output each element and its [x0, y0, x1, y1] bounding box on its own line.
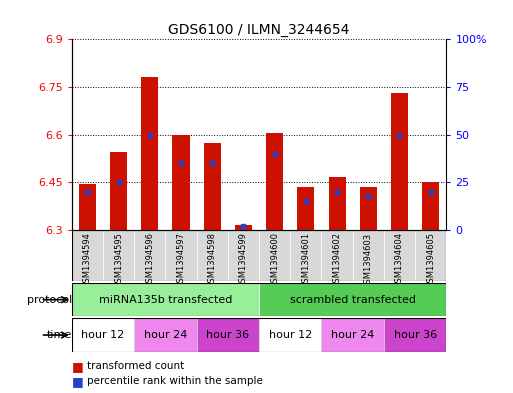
Bar [196, 230, 228, 281]
Bar [72, 230, 103, 281]
Text: GSM1394594: GSM1394594 [83, 232, 92, 288]
Bar [141, 77, 159, 230]
Bar [384, 230, 415, 281]
Text: GSM1394595: GSM1394595 [114, 232, 123, 288]
Text: hour 36: hour 36 [206, 330, 249, 340]
Bar [360, 187, 377, 230]
Text: ■: ■ [72, 360, 84, 373]
Bar [290, 230, 322, 281]
Title: GDS6100 / ILMN_3244654: GDS6100 / ILMN_3244654 [168, 23, 350, 37]
Bar [353, 230, 384, 281]
Text: GSM1394600: GSM1394600 [270, 232, 279, 288]
Bar [228, 230, 259, 281]
Bar [391, 93, 408, 230]
Bar [259, 318, 322, 352]
Text: GSM1394597: GSM1394597 [176, 232, 186, 288]
Text: transformed count: transformed count [87, 361, 185, 371]
Text: hour 24: hour 24 [144, 330, 187, 340]
Text: GSM1394602: GSM1394602 [332, 232, 342, 288]
Bar [266, 133, 283, 230]
Bar [134, 318, 196, 352]
Bar [298, 187, 314, 230]
Bar [384, 318, 446, 352]
Text: miRNA135b transfected: miRNA135b transfected [99, 295, 232, 305]
Text: GSM1394603: GSM1394603 [364, 232, 373, 288]
Bar [235, 225, 252, 230]
Text: hour 24: hour 24 [331, 330, 374, 340]
Bar [196, 318, 259, 352]
Bar [259, 230, 290, 281]
Bar [165, 230, 196, 281]
Bar [79, 184, 96, 230]
Text: scrambled transfected: scrambled transfected [290, 295, 416, 305]
Text: GSM1394604: GSM1394604 [395, 232, 404, 288]
Text: GSM1394596: GSM1394596 [145, 232, 154, 288]
Bar [415, 230, 446, 281]
Bar [204, 143, 221, 230]
Bar [322, 230, 353, 281]
Bar [134, 230, 165, 281]
Text: hour 12: hour 12 [269, 330, 312, 340]
Bar [259, 283, 446, 316]
Bar [110, 152, 127, 230]
Text: percentile rank within the sample: percentile rank within the sample [87, 376, 263, 386]
Text: GSM1394598: GSM1394598 [208, 232, 217, 288]
Text: hour 36: hour 36 [393, 330, 437, 340]
Text: hour 12: hour 12 [82, 330, 125, 340]
Bar [172, 135, 190, 230]
Bar [103, 230, 134, 281]
Text: GSM1394601: GSM1394601 [301, 232, 310, 288]
Text: GSM1394605: GSM1394605 [426, 232, 435, 288]
Bar [322, 318, 384, 352]
Bar [328, 178, 346, 230]
Text: time: time [47, 330, 72, 340]
Bar [72, 283, 259, 316]
Bar [422, 182, 439, 230]
Text: ■: ■ [72, 375, 84, 388]
Text: protocol: protocol [27, 295, 72, 305]
Bar [72, 318, 134, 352]
Text: GSM1394599: GSM1394599 [239, 232, 248, 288]
